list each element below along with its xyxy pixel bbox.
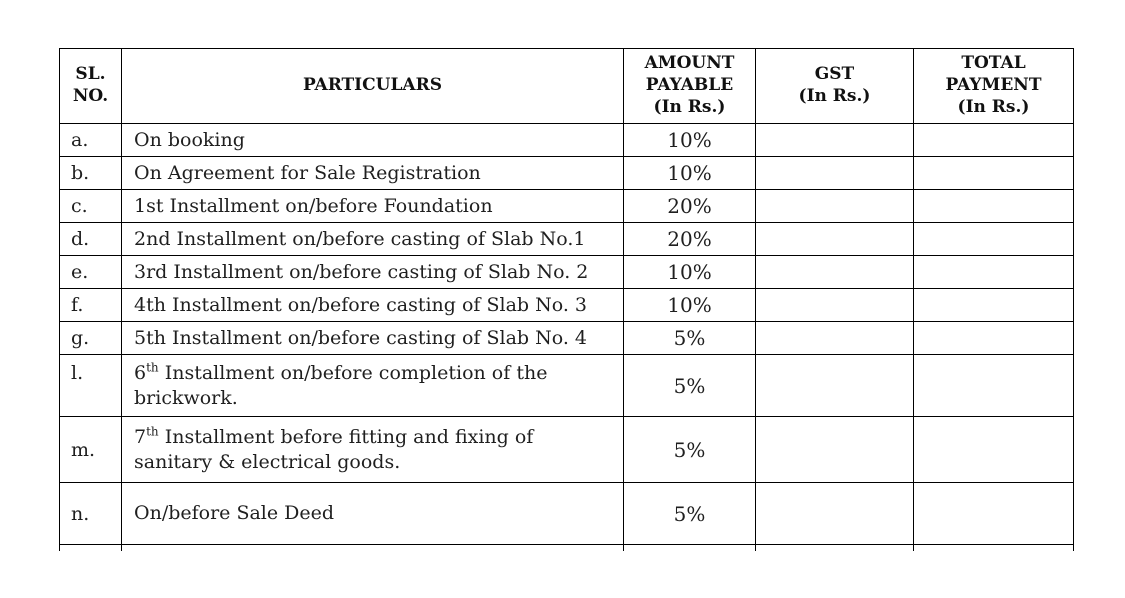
- gst-cell: [755, 123, 914, 157]
- header-total-payment: TOTAL PAYMENT (In Rs.): [913, 48, 1074, 124]
- table-row-a: a. On booking 10%: [59, 123, 1074, 157]
- cutoff-cell: [755, 544, 914, 551]
- gst-cell: [755, 222, 914, 256]
- particulars-cell: 7th Installment before fitting and fixin…: [121, 416, 624, 483]
- serial-cell: g.: [59, 321, 122, 355]
- particulars-text: 4th Installment on/before casting of Sla…: [134, 293, 588, 316]
- particulars-cell: On Agreement for Sale Registration: [121, 156, 624, 190]
- header-amount-line2: PAYABLE: [645, 75, 734, 96]
- particulars-cell: 3rd Installment on/before casting of Sla…: [121, 255, 624, 289]
- total-cell: [913, 288, 1074, 322]
- serial-cell: f.: [59, 288, 122, 322]
- particulars-num: 6: [134, 361, 147, 384]
- gst-cell: [755, 321, 914, 355]
- header-sl-no: SL. NO.: [59, 48, 122, 124]
- serial-cell: c.: [59, 189, 122, 223]
- particulars-text: 1st Installment on/before Foundation: [134, 194, 493, 217]
- total-cell: [913, 189, 1074, 223]
- particulars-cell: On booking: [121, 123, 624, 157]
- header-gst-line2: (In Rs.): [798, 86, 871, 106]
- header-particulars: PARTICULARS: [121, 48, 624, 124]
- table-header-row: SL. NO. PARTICULARS AMOUNT PAYABLE (In R…: [59, 48, 1074, 124]
- payment-schedule-table: SL. NO. PARTICULARS AMOUNT PAYABLE (In R…: [59, 48, 1074, 551]
- particulars-text: 5th Installment on/before casting of Sla…: [134, 326, 588, 349]
- total-cell: [913, 222, 1074, 256]
- total-cell: [913, 321, 1074, 355]
- particulars-text: On Agreement for Sale Registration: [134, 161, 481, 184]
- header-amount-line1: AMOUNT: [644, 53, 735, 74]
- amount-cell: 5%: [623, 482, 756, 545]
- gst-cell: [755, 482, 914, 545]
- gst-cell: [755, 416, 914, 483]
- header-sl-no-line2: NO.: [72, 86, 109, 106]
- total-cell: [913, 416, 1074, 483]
- particulars-cell: 5th Installment on/before casting of Sla…: [121, 321, 624, 355]
- header-gst-line1: GST: [814, 64, 855, 85]
- total-cell: [913, 123, 1074, 157]
- gst-cell: [755, 189, 914, 223]
- header-amount-line3: (In Rs.): [653, 96, 726, 117]
- gst-cell: [755, 354, 914, 417]
- particulars-text: Installment on/before completion of the …: [134, 361, 548, 409]
- particulars-text: Installment before fitting and fixing of…: [134, 425, 534, 473]
- amount-cell: 20%: [623, 222, 756, 256]
- amount-cell: 5%: [623, 354, 756, 417]
- particulars-cell: 6th Installment on/before completion of …: [121, 354, 624, 417]
- gst-cell: [755, 288, 914, 322]
- particulars-cell: 2nd Installment on/before casting of Sla…: [121, 222, 624, 256]
- table-row-e: e. 3rd Installment on/before casting of …: [59, 255, 1074, 289]
- amount-cell: 10%: [623, 255, 756, 289]
- serial-cell: a.: [59, 123, 122, 157]
- particulars-num: 7: [134, 425, 147, 448]
- total-cell: [913, 255, 1074, 289]
- table-row-g: g. 5th Installment on/before casting of …: [59, 321, 1074, 355]
- header-sl-no-line1: SL.: [75, 64, 106, 85]
- table-row-b: b. On Agreement for Sale Registration 10…: [59, 156, 1074, 190]
- total-cell: [913, 354, 1074, 417]
- particulars-sup: th: [146, 360, 159, 375]
- cutoff-cell: [121, 544, 624, 551]
- header-total-line2: PAYMENT: [945, 75, 1042, 96]
- amount-cell: 5%: [623, 321, 756, 355]
- particulars-text: 3rd Installment on/before casting of Sla…: [134, 260, 589, 283]
- total-cell: [913, 482, 1074, 545]
- table-row-l: l. 6th Installment on/before completion …: [59, 354, 1074, 417]
- header-particulars-line1: PARTICULARS: [302, 75, 443, 96]
- serial-cell: n.: [59, 482, 122, 545]
- table-row-cutoff: [59, 544, 1074, 551]
- serial-cell: e.: [59, 255, 122, 289]
- particulars-cell: On/before Sale Deed: [121, 482, 624, 545]
- particulars-text: On booking: [134, 128, 245, 151]
- amount-cell: 10%: [623, 288, 756, 322]
- particulars-cell: 4th Installment on/before casting of Sla…: [121, 288, 624, 322]
- gst-cell: [755, 156, 914, 190]
- amount-cell: 5%: [623, 416, 756, 483]
- particulars-cell: 1st Installment on/before Foundation: [121, 189, 624, 223]
- header-gst: GST (In Rs.): [755, 48, 914, 124]
- serial-cell: b.: [59, 156, 122, 190]
- amount-cell: 20%: [623, 189, 756, 223]
- serial-cell: d.: [59, 222, 122, 256]
- particulars-text: On/before Sale Deed: [134, 502, 335, 525]
- table-row-d: d. 2nd Installment on/before casting of …: [59, 222, 1074, 256]
- amount-cell: 10%: [623, 123, 756, 157]
- table-row-n: n. On/before Sale Deed 5%: [59, 482, 1074, 545]
- cutoff-cell: [623, 544, 756, 551]
- header-total-line3: (In Rs.): [957, 96, 1030, 117]
- cutoff-cell: [59, 544, 122, 551]
- amount-cell: 10%: [623, 156, 756, 190]
- header-total-line1: TOTAL: [961, 53, 1026, 74]
- header-amount-payable: AMOUNT PAYABLE (In Rs.): [623, 48, 756, 124]
- total-cell: [913, 156, 1074, 190]
- serial-cell: m.: [59, 416, 122, 483]
- table-row-f: f. 4th Installment on/before casting of …: [59, 288, 1074, 322]
- particulars-sup: th: [146, 424, 159, 439]
- serial-cell: l.: [59, 354, 122, 417]
- table-row-m: m. 7th Installment before fitting and fi…: [59, 416, 1074, 483]
- cutoff-cell: [913, 544, 1074, 551]
- particulars-text: 2nd Installment on/before casting of Sla…: [134, 227, 586, 250]
- gst-cell: [755, 255, 914, 289]
- table-row-c: c. 1st Installment on/before Foundation …: [59, 189, 1074, 223]
